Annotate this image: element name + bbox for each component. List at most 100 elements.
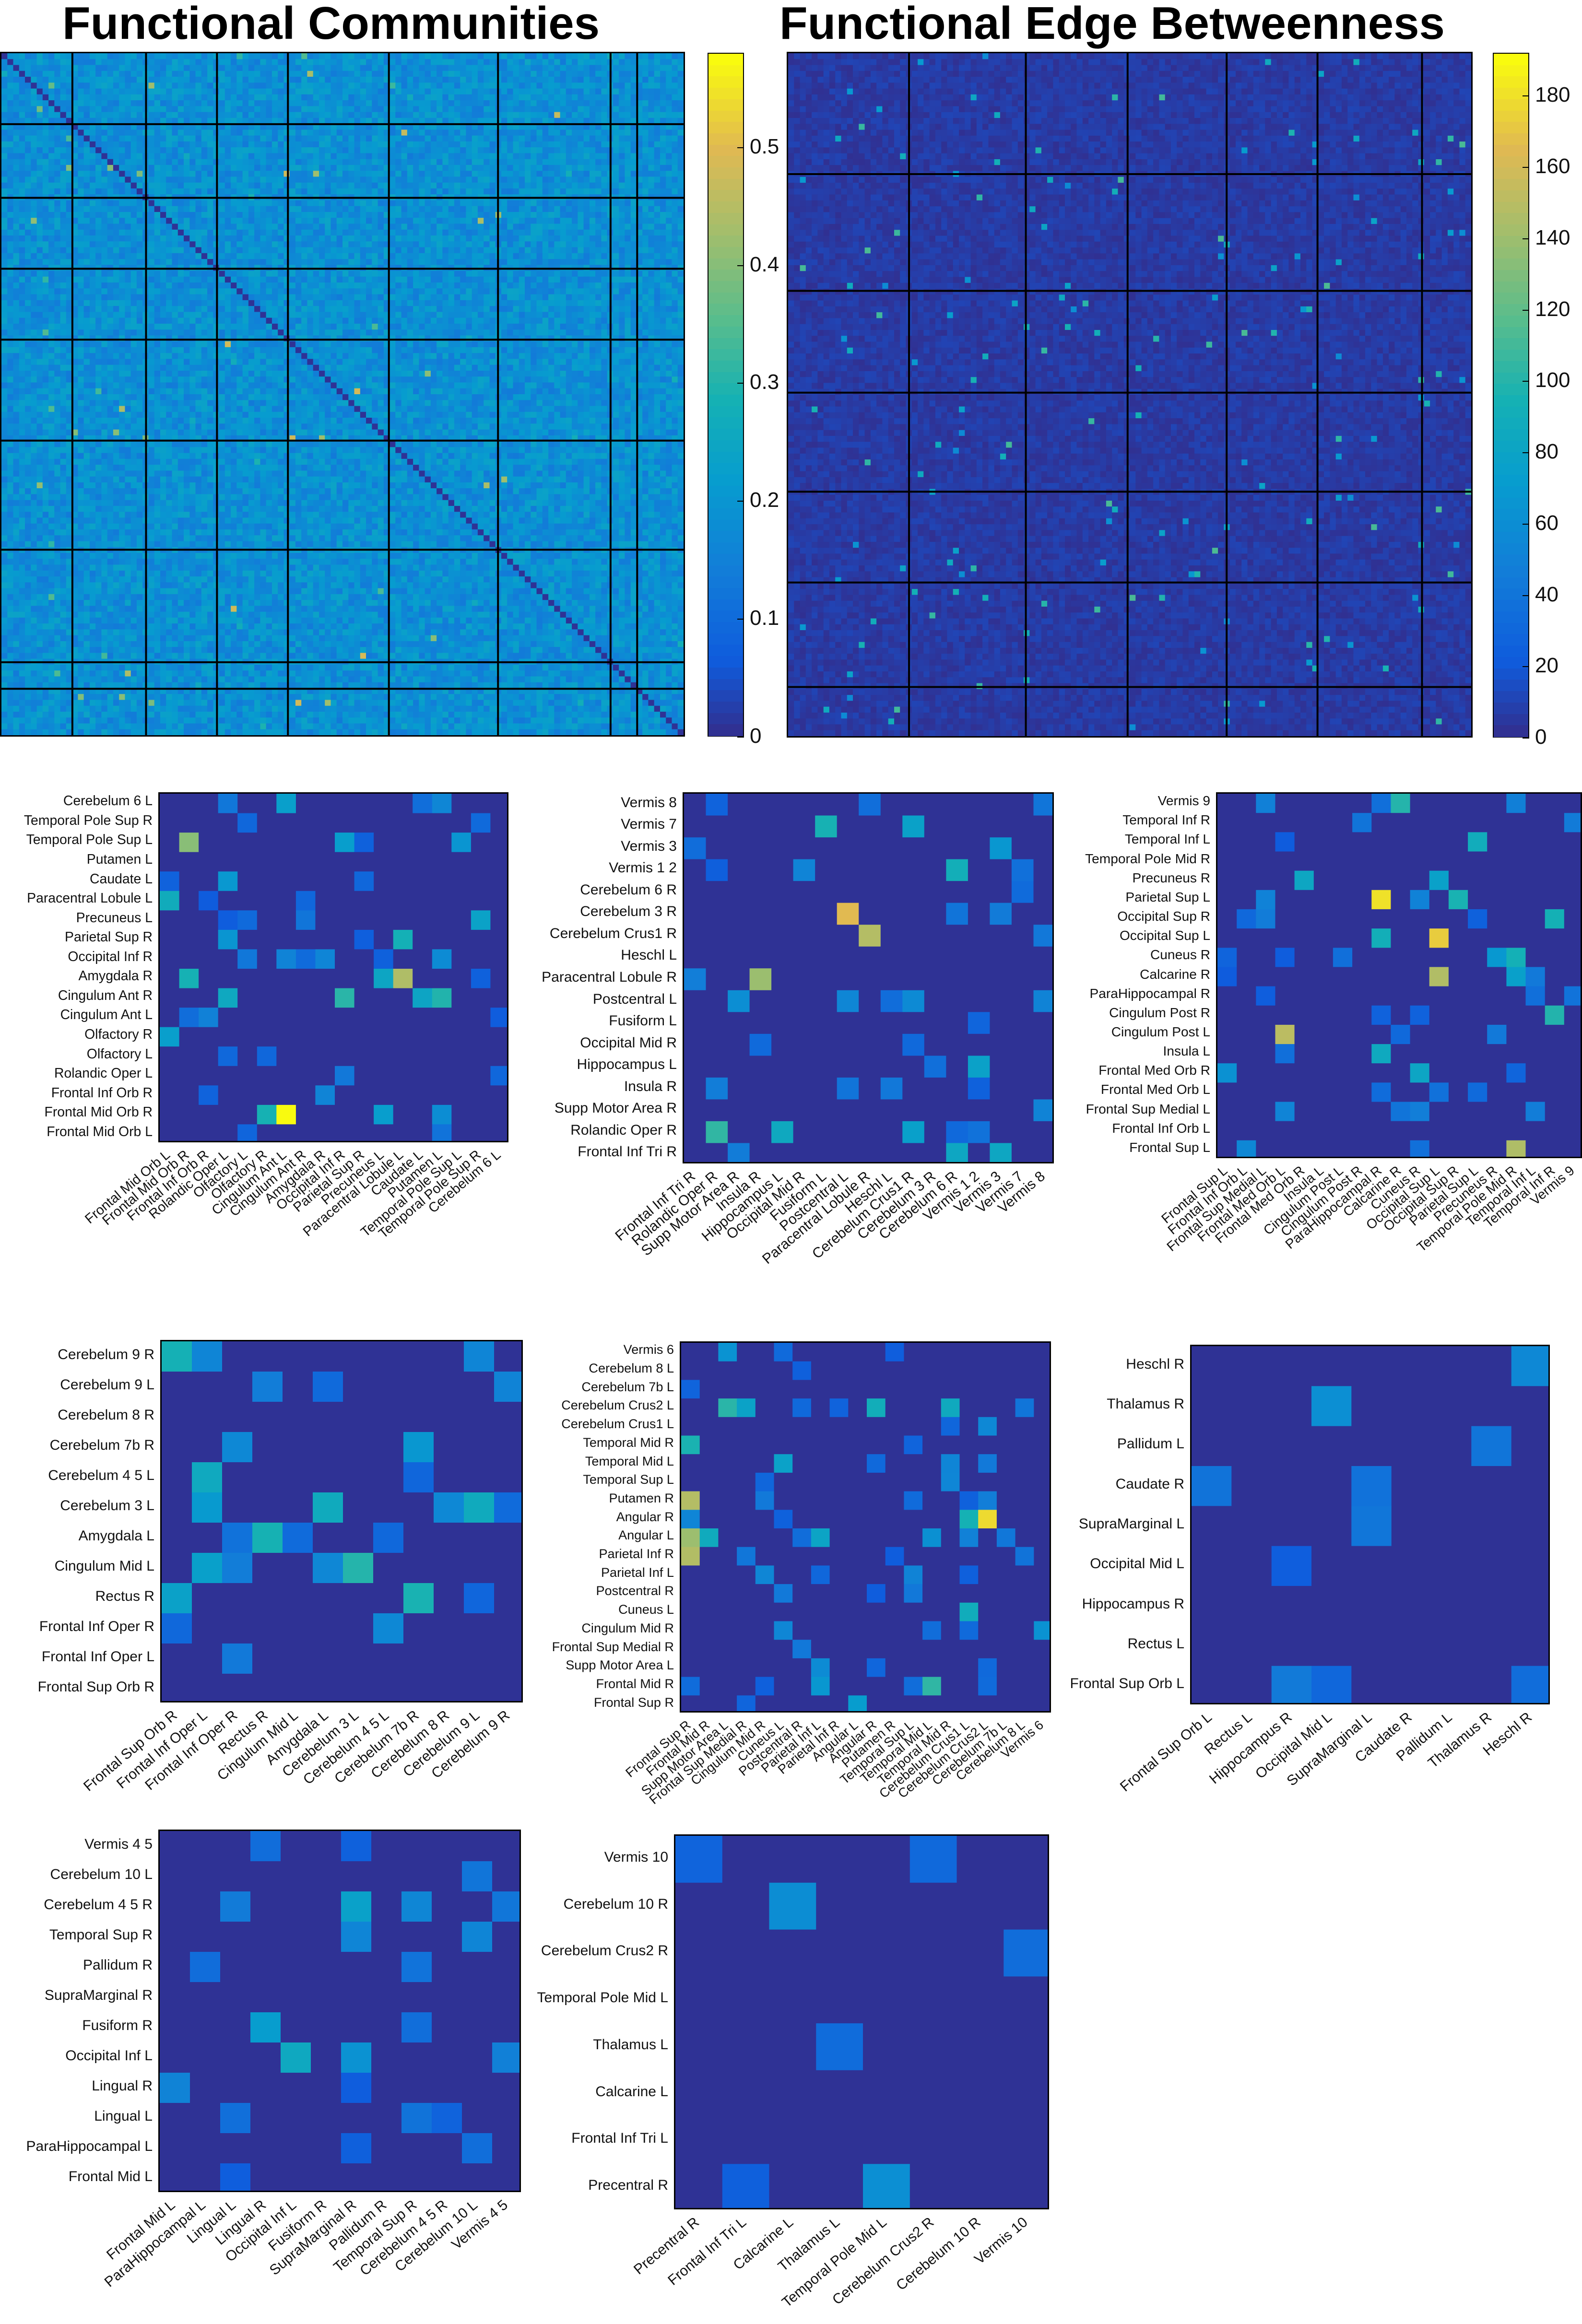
heatmap-cell: [442, 294, 449, 301]
heatmap-cell: [430, 94, 437, 101]
heatmap-cell: [442, 100, 449, 106]
heatmap-cell: [272, 135, 278, 142]
heatmap-cell: [407, 223, 413, 230]
heatmap-cell: [224, 206, 231, 212]
heatmap-cell: [25, 188, 31, 195]
heatmap-cell: [95, 276, 102, 283]
heatmap-cell: [484, 212, 490, 218]
heatmap-cell: [595, 270, 602, 277]
heatmap-cell: [501, 100, 508, 106]
heatmap-cell: [201, 112, 208, 118]
heatmap-cell: [313, 276, 319, 283]
heatmap-cell: [507, 70, 514, 77]
heatmap-cell: [660, 124, 666, 130]
heatmap-cell: [207, 100, 213, 106]
heatmap-cell: [36, 94, 43, 101]
heatmap-cell: [666, 82, 673, 89]
heatmap-cell: [119, 135, 126, 142]
heatmap-cell: [390, 229, 396, 236]
heatmap-cell: [354, 212, 361, 218]
heatmap-cell: [560, 135, 567, 142]
heatmap-cell: [119, 300, 126, 306]
heatmap-cell: [278, 288, 284, 295]
heatmap-cell: [430, 77, 437, 83]
heatmap-cell: [578, 65, 584, 71]
heatmap-cell: [201, 59, 208, 66]
heatmap-cell: [189, 270, 196, 277]
heatmap-cell: [7, 218, 14, 224]
heatmap-cell: [378, 159, 384, 165]
heatmap-cell: [677, 88, 684, 95]
heatmap-cell: [501, 164, 508, 171]
heatmap-cell: [36, 282, 43, 289]
heatmap-cell: [325, 106, 331, 113]
heatmap-cell: [242, 59, 249, 66]
heatmap-cell: [619, 124, 626, 130]
heatmap-cell: [331, 53, 337, 59]
heatmap-cell: [184, 100, 190, 106]
heatmap-cell: [672, 200, 678, 207]
heatmap-cell: [301, 88, 308, 95]
heatmap-cell: [395, 223, 402, 230]
heatmap-cell: [525, 171, 531, 177]
heatmap-cell: [278, 276, 284, 283]
heatmap-cell: [313, 53, 319, 59]
heatmap-cell: [231, 206, 237, 212]
heatmap-cell: [219, 124, 225, 130]
heatmap-cell: [42, 247, 49, 254]
heatmap-cell: [236, 241, 243, 248]
heatmap-cell: [589, 112, 596, 118]
heatmap-cell: [54, 229, 61, 236]
heatmap-cell: [236, 229, 243, 236]
heatmap-cell: [430, 253, 437, 259]
heatmap-cell: [536, 124, 543, 130]
heatmap-cell: [19, 70, 25, 77]
heatmap-cell: [224, 176, 231, 183]
heatmap-cell: [177, 129, 184, 136]
heatmap-cell: [160, 70, 166, 77]
heatmap-cell: [583, 300, 590, 306]
heatmap-cell: [54, 77, 61, 83]
heatmap-cell: [136, 241, 143, 248]
heatmap-cell: [430, 171, 437, 177]
heatmap-cell: [272, 282, 278, 289]
heatmap-cell: [437, 200, 443, 207]
heatmap-cell: [13, 176, 20, 183]
heatmap-cell: [660, 300, 666, 306]
heatmap-cell: [672, 70, 678, 77]
heatmap-cell: [554, 94, 561, 101]
heatmap-cell: [536, 276, 543, 283]
heatmap-cell: [201, 241, 208, 248]
heatmap-cell: [101, 200, 108, 207]
heatmap-cell: [272, 153, 278, 160]
heatmap-cell: [295, 129, 302, 136]
heatmap-cell: [136, 253, 143, 259]
heatmap-cell: [366, 288, 372, 295]
heatmap-cell: [78, 218, 84, 224]
heatmap-cell: [654, 164, 661, 171]
heatmap-cell: [442, 276, 449, 283]
heatmap-cell: [172, 171, 178, 177]
heatmap-cell: [630, 94, 637, 101]
heatmap-cell: [442, 94, 449, 101]
heatmap-cell: [113, 270, 119, 277]
heatmap-cell: [625, 276, 631, 283]
heatmap-cell: [554, 182, 561, 189]
heatmap-cell: [177, 65, 184, 71]
heatmap-cell: [425, 141, 431, 148]
heatmap-cell: [101, 124, 108, 130]
heatmap-cell: [272, 94, 278, 101]
heatmap-cell: [72, 171, 78, 177]
heatmap-cell: [60, 124, 67, 130]
heatmap-cell: [224, 94, 231, 101]
heatmap-cell: [484, 124, 490, 130]
heatmap-cell: [554, 212, 561, 218]
heatmap-cell: [83, 176, 90, 183]
heatmap-cell: [89, 135, 96, 142]
heatmap-cell: [7, 106, 14, 113]
heatmap-cell: [413, 153, 419, 160]
heatmap-cell: [442, 241, 449, 248]
heatmap-cell: [425, 129, 431, 136]
heatmap-cell: [583, 117, 590, 124]
heatmap-cell: [390, 218, 396, 224]
